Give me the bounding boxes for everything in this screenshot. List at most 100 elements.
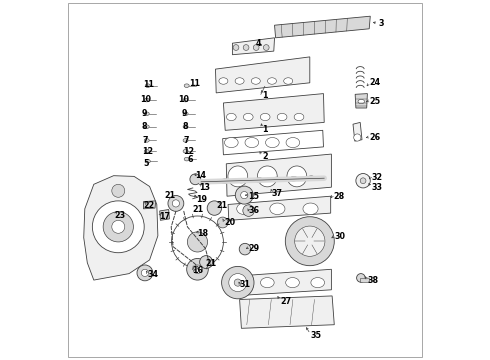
Text: 4: 4 [256,39,261,48]
Text: 16: 16 [192,266,203,275]
Circle shape [187,258,208,280]
Polygon shape [84,176,158,280]
Text: 10: 10 [140,95,151,104]
Polygon shape [160,210,170,220]
Ellipse shape [184,157,189,161]
Text: 18: 18 [197,229,209,238]
Text: 20: 20 [224,218,235,227]
Text: 8: 8 [182,122,188,131]
Text: 32: 32 [371,173,382,182]
Polygon shape [240,296,334,328]
Text: 7: 7 [183,136,189,145]
Polygon shape [144,201,156,209]
Text: 12: 12 [183,148,194,157]
Text: 24: 24 [369,78,380,87]
Ellipse shape [266,138,279,148]
Ellipse shape [144,125,149,129]
Text: 22: 22 [144,201,155,210]
Circle shape [239,243,251,255]
Text: 15: 15 [248,192,260,201]
Circle shape [229,274,247,292]
Ellipse shape [235,278,249,288]
Circle shape [141,269,148,276]
Ellipse shape [237,203,252,215]
Circle shape [103,212,133,242]
Circle shape [294,226,325,256]
Ellipse shape [145,159,150,163]
Text: 27: 27 [280,297,292,306]
Text: 35: 35 [311,331,321,340]
Text: 3: 3 [378,19,384,28]
Polygon shape [222,130,323,155]
Circle shape [137,265,153,281]
Text: 17: 17 [159,212,171,221]
Ellipse shape [284,78,293,84]
Circle shape [199,256,213,269]
Ellipse shape [261,278,274,288]
Ellipse shape [270,203,285,215]
Ellipse shape [224,138,238,148]
Text: 30: 30 [334,233,345,242]
Circle shape [285,217,334,266]
Circle shape [263,45,269,50]
Ellipse shape [144,112,149,116]
Ellipse shape [203,179,211,184]
Polygon shape [231,269,331,296]
Text: 29: 29 [248,244,259,253]
Text: 36: 36 [248,206,260,215]
Ellipse shape [183,149,188,153]
Circle shape [235,186,253,204]
Text: 12: 12 [143,147,153,156]
Text: 13: 13 [199,183,210,192]
Circle shape [168,195,184,211]
Ellipse shape [228,166,248,187]
Text: 10: 10 [178,95,190,104]
Text: 26: 26 [369,133,380,142]
Ellipse shape [235,78,244,84]
Ellipse shape [219,78,228,84]
Text: 28: 28 [333,192,344,201]
Text: 38: 38 [368,276,378,284]
Ellipse shape [268,78,276,84]
Polygon shape [216,57,310,93]
Text: 19: 19 [196,195,207,204]
Circle shape [207,201,221,215]
Ellipse shape [272,177,280,182]
Text: 9: 9 [181,109,187,118]
Circle shape [243,205,254,216]
Text: 33: 33 [371,184,382,193]
Circle shape [172,200,179,207]
Circle shape [360,178,366,184]
Bar [360,278,369,282]
Text: 11: 11 [144,80,154,89]
Polygon shape [274,16,370,38]
Circle shape [112,184,125,197]
Ellipse shape [184,84,189,87]
Ellipse shape [303,203,318,215]
Text: 34: 34 [148,270,159,279]
Circle shape [234,279,242,286]
Ellipse shape [286,138,300,148]
Circle shape [172,216,223,268]
Text: 7: 7 [143,136,148,145]
Circle shape [112,220,125,233]
Circle shape [233,45,239,50]
Circle shape [253,45,259,50]
Circle shape [92,201,144,253]
Ellipse shape [144,149,149,153]
Ellipse shape [144,139,149,142]
Ellipse shape [311,278,324,288]
Text: 21: 21 [205,259,217,268]
Ellipse shape [287,166,307,187]
Text: 37: 37 [272,189,283,198]
Text: 8: 8 [142,122,147,131]
Ellipse shape [145,84,150,87]
Polygon shape [226,154,331,196]
Ellipse shape [183,112,188,116]
Ellipse shape [260,113,270,121]
Ellipse shape [277,113,287,121]
Polygon shape [355,94,368,108]
Circle shape [243,45,249,50]
Circle shape [357,274,365,282]
Ellipse shape [144,98,149,102]
